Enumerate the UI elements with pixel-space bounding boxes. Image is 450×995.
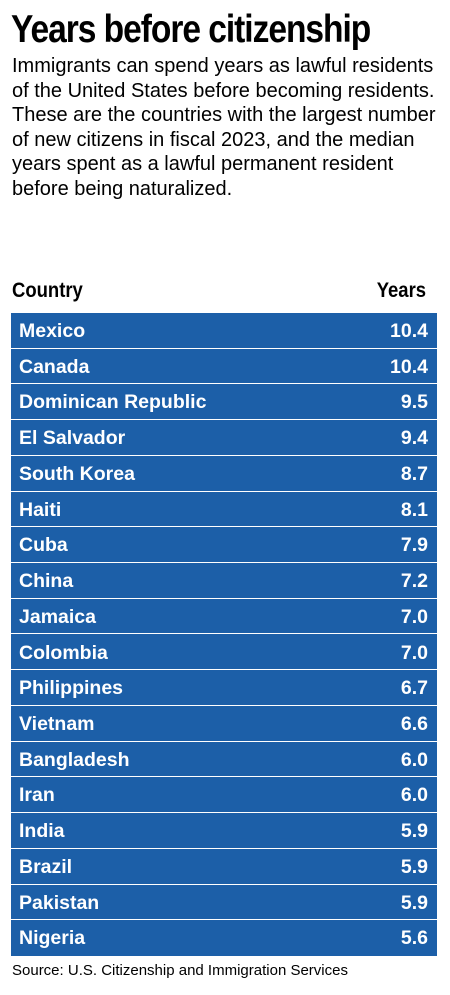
table-row: Vietnam 6.6 — [11, 706, 437, 742]
table-row: Philippines 6.7 — [11, 670, 437, 706]
row-years: 8.1 — [400, 498, 428, 521]
row-years: 7.0 — [400, 641, 428, 664]
row-country: Colombia — [19, 641, 108, 664]
table-header: Country Years — [12, 279, 426, 305]
table-row: India 5.9 — [11, 813, 437, 849]
table-row: Brazil 5.9 — [11, 849, 437, 885]
row-country: South Korea — [19, 462, 135, 485]
table-row: Haiti 8.1 — [11, 492, 437, 528]
row-country: China — [19, 570, 74, 593]
row-country: Dominican Republic — [19, 391, 207, 414]
table-row: Dominican Republic 9.5 — [11, 384, 437, 421]
row-country: Jamaica — [19, 605, 96, 628]
row-years: 5.9 — [400, 855, 428, 878]
row-country: Philippines — [19, 677, 124, 700]
table-row: China 7.2 — [11, 563, 437, 599]
row-years: 9.4 — [400, 427, 428, 450]
table-row: Bangladesh 6.0 — [11, 742, 437, 778]
column-header-years: Years — [376, 279, 426, 302]
table-row: Cuba 7.9 — [11, 527, 437, 564]
row-years: 5.6 — [400, 927, 428, 950]
table-row: Pakistan 5.9 — [11, 885, 437, 921]
row-country: Iran — [19, 784, 55, 807]
row-country: Bangladesh — [19, 748, 130, 771]
row-country: Mexico — [19, 320, 86, 342]
source-note: Source: U.S. Citizenship and Immigration… — [12, 962, 348, 979]
row-country: Brazil — [19, 855, 73, 878]
table-row: Mexico 10.4 — [11, 313, 437, 349]
row-years: 7.2 — [400, 570, 428, 593]
row-country: Canada — [19, 355, 90, 378]
chart-title: Years before citizenship — [11, 8, 371, 51]
table-row: Colombia 7.0 — [11, 635, 437, 671]
row-country: El Salvador — [19, 427, 126, 450]
row-country: Nigeria — [19, 927, 86, 950]
row-years: 6.0 — [400, 784, 428, 807]
row-years: 7.0 — [400, 605, 428, 628]
row-country: Vietnam — [19, 712, 95, 735]
column-header-country: Country — [12, 279, 83, 302]
row-years: 7.9 — [400, 534, 428, 557]
table-row: El Salvador 9.4 — [11, 420, 437, 456]
table-row: Jamaica 7.0 — [11, 599, 437, 635]
row-years: 9.5 — [400, 391, 428, 414]
table-row: Iran 6.0 — [11, 777, 437, 814]
row-years: 10.4 — [390, 355, 428, 378]
row-country: Cuba — [19, 534, 68, 557]
row-country: India — [19, 820, 65, 843]
row-years: 5.9 — [400, 891, 428, 914]
row-years: 6.0 — [400, 748, 428, 771]
row-country: Pakistan — [19, 891, 100, 914]
row-years: 6.7 — [400, 677, 428, 700]
chart-description: Immigrants can spend years as lawful res… — [12, 55, 436, 200]
table-row: Canada 10.4 — [11, 349, 437, 385]
data-table: Mexico 10.4 Canada 10.4 Dominican Republic 9.… — [11, 313, 437, 956]
table-row: Nigeria 5.6 — [11, 920, 437, 956]
row-country: Haiti — [19, 498, 62, 521]
table-row: South Korea 8.7 — [11, 456, 437, 492]
row-years: 8.7 — [400, 462, 428, 485]
row-years: 6.6 — [400, 712, 428, 735]
row-years: 5.9 — [400, 820, 428, 843]
row-years: 10.4 — [390, 320, 428, 342]
